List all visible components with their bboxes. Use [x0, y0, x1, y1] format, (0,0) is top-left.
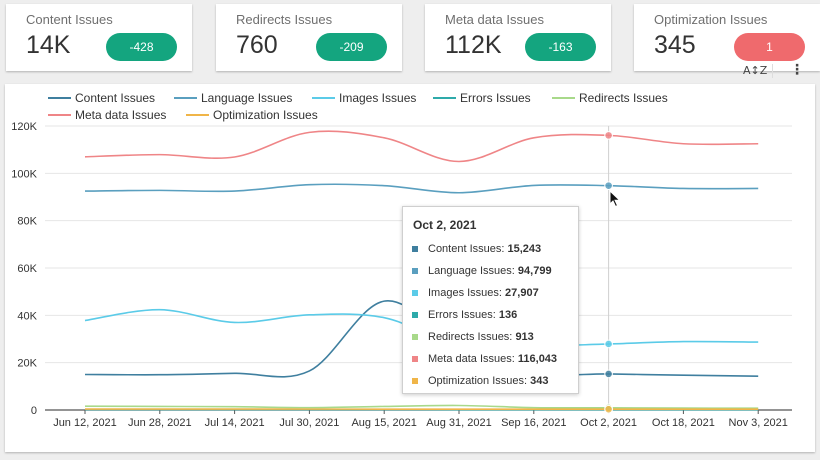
kpi-value: 760: [236, 31, 278, 59]
kpi-title: Content Issues: [26, 12, 113, 27]
kpi-delta-badge: 1: [734, 33, 805, 61]
tooltip-row: Images Issues: 27,907: [412, 287, 539, 299]
y-tick-label: 120K: [11, 121, 37, 133]
tooltip-row: Errors Issues: 136: [412, 309, 517, 321]
tooltip-label: Content Issues:: [428, 243, 505, 255]
legend: Content Issues Language Issues Images Issu…: [48, 91, 668, 122]
tooltip-label: Images Issues:: [428, 287, 502, 299]
series-line-redirects-issues[interactable]: [84, 404, 759, 409]
x-tick-label: Jun 12, 2021: [53, 417, 117, 429]
legend-label: Redirects Issues: [579, 91, 668, 105]
chart-tooltip: Oct 2, 2021 Content Issues: 15,243 Langua…: [402, 206, 579, 394]
kpi-value: 345: [654, 31, 696, 59]
series-swatch-icon: [412, 356, 418, 362]
legend-label: Optimization Issues: [213, 108, 318, 122]
legend-label: Meta data Issues: [75, 108, 166, 122]
kpi-delta-badge: -428: [106, 33, 177, 61]
kpi-title: Redirects Issues: [236, 12, 333, 27]
y-tick-label: 20K: [17, 358, 37, 370]
highlight-point[interactable]: [604, 369, 613, 379]
legend-item[interactable]: Meta data Issues: [48, 108, 166, 122]
x-tick-label: Sep 16, 2021: [501, 417, 566, 429]
kpi-delta-badge: -209: [316, 33, 387, 61]
kpi-card-meta-data-issues[interactable]: Meta data Issues 112K -163: [425, 4, 611, 71]
legend-item[interactable]: Errors Issues: [433, 91, 531, 105]
legend-label: Language Issues: [201, 91, 292, 105]
y-tick-label: 40K: [17, 310, 37, 322]
series-swatch-icon: [412, 312, 418, 318]
legend-item[interactable]: Content Issues: [48, 91, 155, 105]
series-line-language-issues[interactable]: [84, 183, 759, 194]
kpi-value: 14K: [26, 31, 71, 59]
kpi-title: Optimization Issues: [654, 12, 768, 27]
axis-labels: 0 20K 40K 60K 80K 100K 120K Jun 12, 2021 Jun 28,…: [11, 121, 788, 429]
x-tick-label: Jun 28, 2021: [128, 417, 192, 429]
tooltip-value: 136: [498, 309, 518, 321]
tooltip-row: Meta data Issues: 116,043: [412, 353, 557, 365]
more-options-icon[interactable]: ⋮: [790, 62, 804, 78]
tooltip-row: Content Issues: 15,243: [412, 243, 541, 255]
x-tick-label: Oct 18, 2021: [652, 417, 715, 429]
highlight-point[interactable]: [604, 181, 613, 190]
legend-label: Images Issues: [339, 91, 416, 105]
tooltip-label: Language Issues:: [428, 265, 515, 277]
legend-item[interactable]: Language Issues: [174, 91, 292, 105]
kpi-title: Meta data Issues: [445, 12, 544, 27]
legend-item[interactable]: Redirects Issues: [552, 91, 668, 105]
x-tick-label: Aug 15, 2021: [351, 417, 416, 429]
tooltip-row: Language Issues: 94,799: [412, 265, 552, 277]
legend-item[interactable]: Images Issues: [312, 91, 416, 105]
kpi-card-redirects-issues[interactable]: Redirects Issues 760 -209: [216, 4, 402, 71]
tooltip-value: 343: [530, 375, 549, 387]
toolbar-divider: [772, 64, 773, 78]
series-line-meta-data-issues[interactable]: [84, 130, 759, 163]
tooltip-value: 15,243: [507, 243, 542, 255]
kpi-card-optimization-issues[interactable]: Optimization Issues 345 1: [634, 4, 820, 71]
tooltip-row: Optimization Issues: 343: [412, 375, 548, 387]
tooltip-title: Oct 2, 2021: [413, 218, 477, 232]
x-tick-label: Jul 14, 2021: [205, 417, 265, 429]
x-tick-label: Jul 30, 2021: [279, 417, 339, 429]
series-swatch-icon: [412, 290, 418, 296]
y-tick-label: 0: [31, 405, 37, 417]
legend-label: Content Issues: [75, 91, 155, 105]
sort-icon[interactable]: A↕Z: [743, 64, 768, 77]
highlight-point[interactable]: [604, 404, 613, 414]
kpi-value: 112K: [445, 31, 502, 59]
y-tick-label: 80K: [17, 216, 37, 228]
series-swatch-icon: [412, 334, 418, 340]
highlight-markers: [604, 131, 613, 414]
tooltip-value: 27,907: [505, 287, 539, 299]
highlight-point[interactable]: [604, 131, 613, 140]
legend-label: Errors Issues: [460, 91, 531, 105]
series-swatch-icon: [412, 378, 418, 384]
x-tick-label: Oct 2, 2021: [580, 417, 637, 429]
kpi-delta-badge: -163: [525, 33, 596, 61]
mouse-cursor-icon: [609, 190, 621, 208]
tooltip-value: 94,799: [517, 265, 552, 277]
x-tick-label: Aug 31, 2021: [426, 417, 491, 429]
tooltip-label: Redirects Issues:: [428, 331, 513, 343]
x-tick-label: Nov 3, 2021: [729, 417, 788, 429]
y-tick-label: 100K: [11, 168, 37, 180]
tooltip-value: 116,043: [517, 353, 558, 365]
kpi-card-content-issues[interactable]: Content Issues 14K -428: [6, 4, 192, 71]
tooltip-label: Optimization Issues:: [428, 375, 528, 387]
series-swatch-icon: [412, 246, 418, 252]
tooltip-label: Errors Issues:: [428, 309, 496, 321]
tooltip-label: Meta data Issues:: [428, 353, 515, 365]
legend-item[interactable]: Optimization Issues: [186, 108, 318, 122]
tooltip-value: 913: [515, 331, 534, 343]
y-tick-label: 60K: [17, 263, 37, 275]
series-swatch-icon: [412, 268, 418, 274]
highlight-point[interactable]: [604, 339, 613, 349]
tooltip-row: Redirects Issues: 913: [412, 331, 534, 343]
